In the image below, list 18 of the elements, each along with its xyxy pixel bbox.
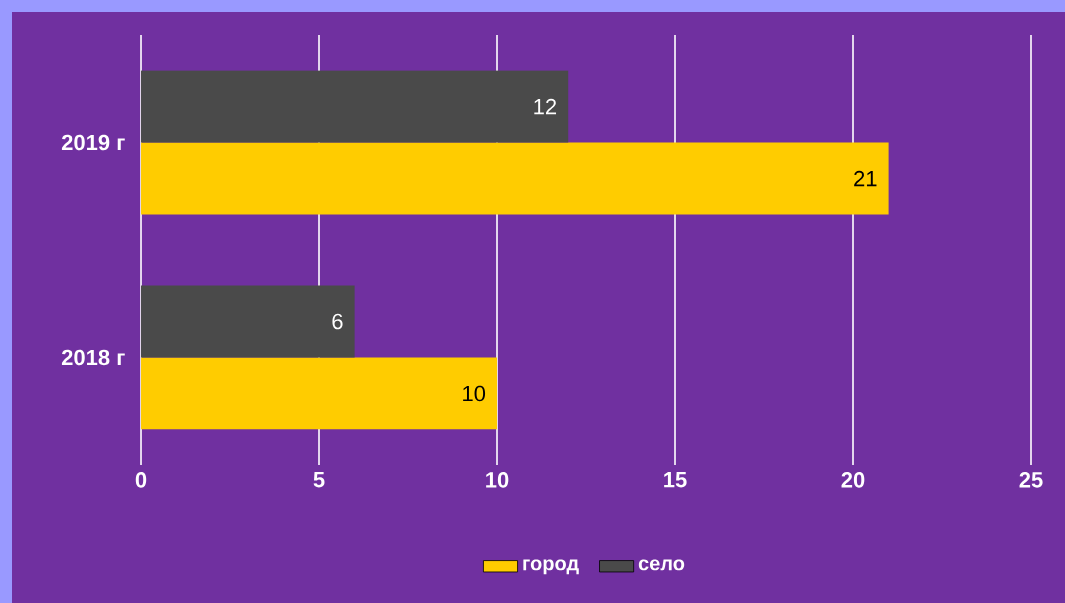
legend-label: село [638,559,685,571]
bar [141,70,569,143]
data-label: 21 [854,170,877,187]
x-tick-label: 10 [486,472,509,488]
data-label: 6 [332,313,343,330]
x-tick-label: 25 [1019,472,1043,488]
bar [141,142,889,215]
data-label: 12 [534,98,557,115]
x-tick-label: 20 [841,472,865,488]
data-label: 10 [463,385,486,402]
y-tick-label: 2018 г [61,349,125,366]
x-tick-label: 0 [135,472,147,488]
bar [141,285,355,358]
bar [141,357,498,430]
x-tick-label: 15 [664,472,687,488]
y-tick-label: 2019 г [61,134,125,151]
legend-label: город [523,559,579,575]
x-tick-label: 5 [313,472,325,488]
